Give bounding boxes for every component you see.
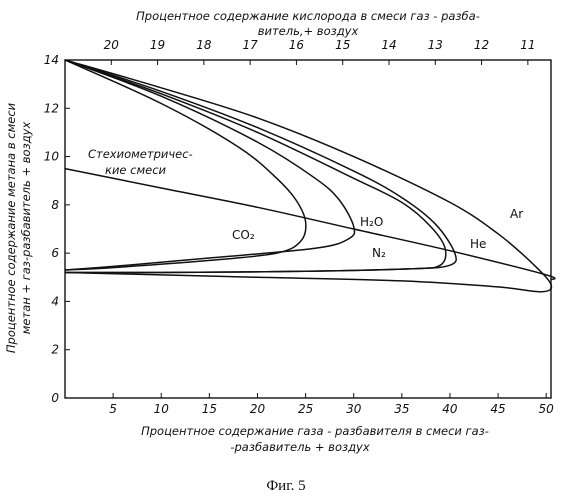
top-tick-label: 11 xyxy=(520,38,535,52)
series-label-h2o: H₂O xyxy=(360,215,383,229)
x-tick-label: 10 xyxy=(154,402,170,416)
y-axis-title-line2: метан + газ-разбавитель + воздух xyxy=(19,122,33,335)
top-tick-label: 17 xyxy=(243,38,259,52)
x-axis-title-line2: -разбавитель + воздух xyxy=(230,440,370,454)
top-axis-title-line1: Процентное содержание кислорода в смеси … xyxy=(136,9,480,23)
x-tick-label: 5 xyxy=(109,402,117,416)
series-line-co2 xyxy=(65,60,306,270)
x-tick-label: 40 xyxy=(442,402,458,416)
top-ticks: 20 19 18 17 16 15 14 13 12 11 xyxy=(104,38,536,65)
top-tick-label: 18 xyxy=(196,38,212,52)
y-tick-label: 8 xyxy=(51,198,59,212)
plot-frame xyxy=(65,60,551,398)
series-line-stoich xyxy=(65,169,555,280)
stoich-annotation-line1: Стехиометричес- xyxy=(88,147,193,161)
x-tick-label: 15 xyxy=(202,402,217,416)
top-tick-label: 20 xyxy=(104,38,120,52)
series-label-ar: Ar xyxy=(510,207,523,221)
y-tick-label: 2 xyxy=(51,343,59,357)
y-tick-label: 14 xyxy=(44,53,59,67)
top-tick-label: 15 xyxy=(335,38,350,52)
top-tick-label: 16 xyxy=(289,38,305,52)
y-tick-label: 12 xyxy=(44,101,59,115)
y-axis-title-line1: Процентное содержание метана в смеси xyxy=(4,102,18,353)
y-tick-label: 10 xyxy=(44,150,60,164)
left-ticks: 0 2 4 6 8 10 12 14 xyxy=(44,53,70,405)
stoich-annotation-line2: кие смеси xyxy=(105,163,167,177)
top-tick-label: 14 xyxy=(381,38,396,52)
x-tick-label: 25 xyxy=(298,402,313,416)
x-tick-label: 50 xyxy=(539,402,555,416)
top-tick-label: 19 xyxy=(150,38,165,52)
x-tick-label: 30 xyxy=(346,402,362,416)
top-tick-label: 12 xyxy=(474,38,489,52)
top-tick-label: 13 xyxy=(428,38,443,52)
series-label-co2: CO₂ xyxy=(232,228,255,242)
top-axis-title-line2: витель,+ воздух xyxy=(258,24,359,38)
x-tick-label: 20 xyxy=(250,402,266,416)
x-tick-label: 35 xyxy=(394,402,409,416)
y-tick-label: 0 xyxy=(51,391,59,405)
x-tick-label: 45 xyxy=(490,402,505,416)
series-label-he: He xyxy=(470,237,486,251)
y-tick-label: 4 xyxy=(51,294,59,308)
x-axis-title-line1: Процентное содержание газа - разбавителя… xyxy=(141,424,489,438)
y-tick-label: 6 xyxy=(51,246,59,260)
figure-caption: Фиг. 5 xyxy=(266,478,305,494)
bottom-ticks: 5 10 15 20 25 30 35 40 45 50 xyxy=(109,393,554,416)
series-label-n2: N₂ xyxy=(372,246,386,260)
